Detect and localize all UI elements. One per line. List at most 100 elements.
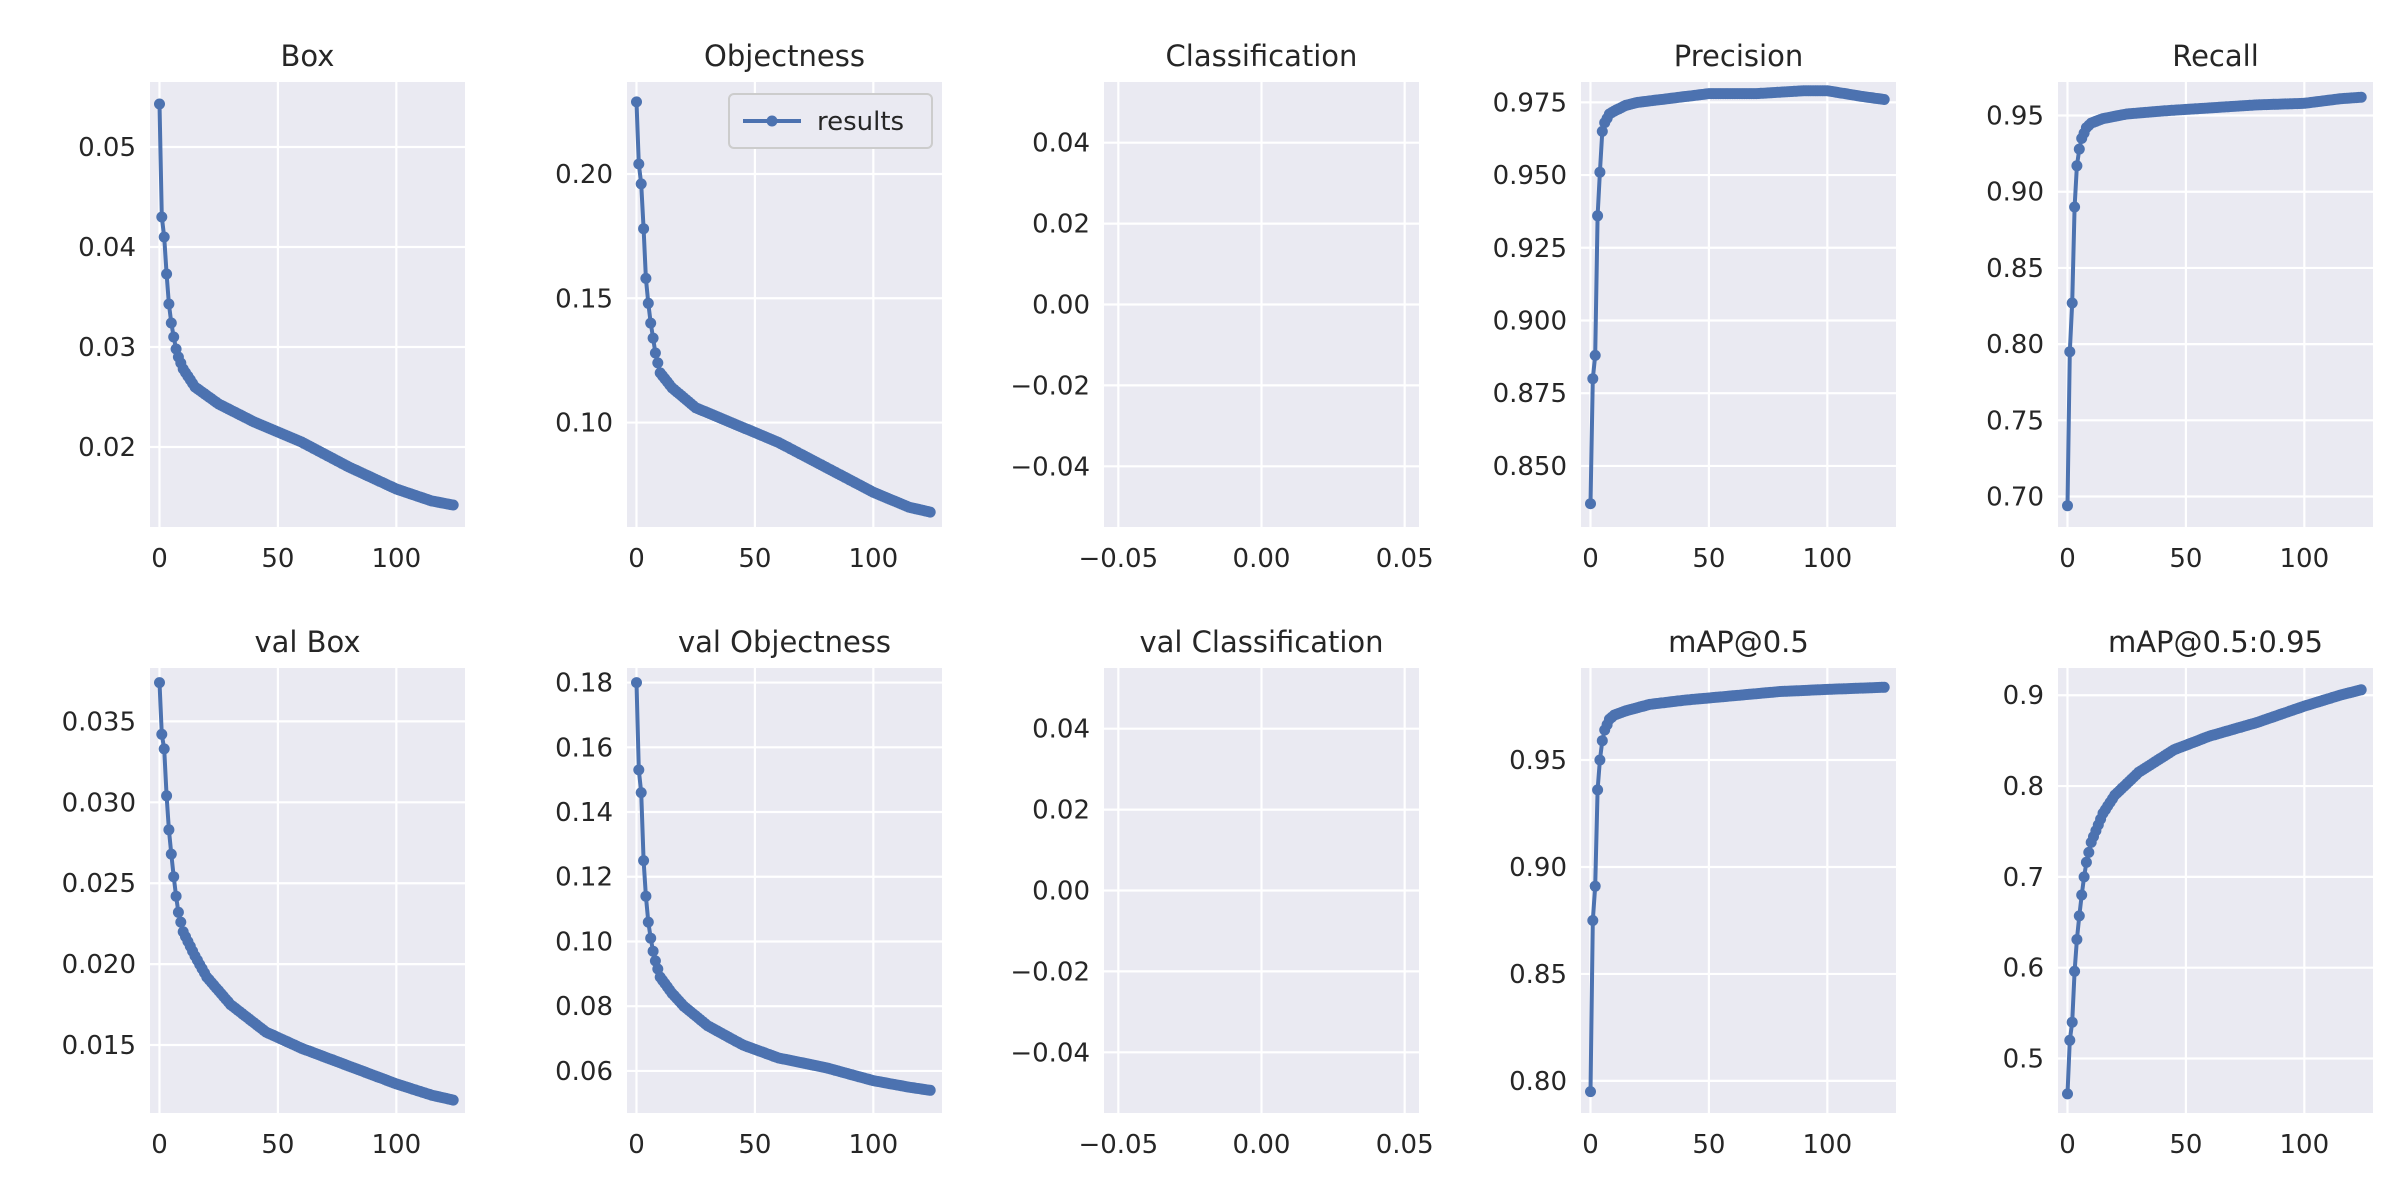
x-tick-label: −0.05: [1078, 1130, 1158, 1160]
x-tick-label: 0: [1582, 544, 1599, 574]
x-tick-label: 100: [2279, 1130, 2329, 1160]
x-tick-label: 0: [151, 544, 168, 574]
data-point: [2062, 500, 2073, 512]
x-tick-label: 50: [1692, 544, 1725, 574]
subplot-title: Objectness: [704, 39, 865, 73]
subplot-3: −0.05 0.00 0.05 −0.04 −0.02 0.00 0.02 0.04 Class…: [1010, 39, 1433, 574]
x-tick-label: 50: [261, 544, 294, 574]
y-tick-label: 0.02: [78, 433, 136, 463]
data-point: [1589, 349, 1601, 361]
subplot-title: val Objectness: [678, 625, 891, 659]
legend: results: [728, 93, 933, 149]
data-point: [645, 317, 657, 329]
x-tick-label: 100: [1802, 544, 1852, 574]
data-point: [640, 890, 652, 902]
subplot-title: Precision: [1674, 39, 1803, 73]
data-point: [1594, 166, 1606, 178]
data-point: [2062, 1088, 2073, 1100]
data-point: [2355, 684, 2367, 696]
subplot-title: val Box: [254, 625, 360, 659]
subplot-1: 0 50 100 0.02 0.03 0.04 0.05 Box: [78, 39, 465, 574]
y-tick-label: 0.020: [62, 950, 136, 980]
data-point: [1585, 498, 1596, 510]
data-point: [1585, 1086, 1596, 1098]
plot-area: [150, 668, 465, 1113]
data-point: [631, 96, 642, 108]
y-tick-label: 0.035: [62, 707, 136, 737]
x-tick-label: 100: [371, 544, 421, 574]
x-tick-label: 100: [371, 1130, 421, 1160]
y-tick-label: 0.80: [1986, 330, 2044, 360]
data-point: [2064, 1034, 2076, 1046]
data-point: [2083, 846, 2095, 858]
data-point: [2069, 201, 2081, 213]
data-point: [161, 268, 173, 280]
subplot-title: Classification: [1166, 39, 1358, 73]
series-points: [1585, 681, 1890, 1098]
series-points: [2062, 684, 2367, 1100]
data-point: [2355, 91, 2367, 103]
series-points: [154, 98, 459, 511]
series-points: [631, 96, 936, 518]
data-point: [154, 98, 165, 110]
data-point: [649, 347, 661, 359]
data-point: [165, 848, 177, 860]
subplot-5: 0 50 100 0.70 0.75 0.80 0.85 0.90 0.95 Recall: [1986, 39, 2373, 574]
x-tick-label: 50: [2169, 544, 2202, 574]
subplot-10: 0 50 100 0.5 0.6 0.7 0.8 0.9 mAP@0.5:0.95: [2003, 625, 2373, 1160]
x-tick-label: 100: [2279, 544, 2329, 574]
x-tick-label: 0.00: [1233, 1130, 1291, 1160]
plot-area: [1581, 82, 1896, 527]
x-tick-label: 0.05: [1376, 544, 1434, 574]
subplot-title: mAP@0.5:0.95: [2108, 625, 2323, 659]
data-point: [2076, 889, 2088, 901]
y-tick-label: 0.02: [1032, 210, 1090, 240]
data-point: [635, 787, 647, 799]
y-tick-label: 0.05: [78, 133, 136, 163]
data-point: [1596, 125, 1608, 137]
y-tick-label: 0.18: [555, 669, 613, 699]
x-tick-label: 100: [848, 544, 898, 574]
subplot-title: mAP@0.5: [1668, 625, 1809, 659]
x-tick-label: 50: [738, 1130, 771, 1160]
subplot-8: −0.05 0.00 0.05 −0.04 −0.02 0.00 0.02 0.04 val C…: [1010, 625, 1433, 1160]
y-tick-label: 0.04: [78, 233, 136, 263]
subplot-title: Box: [281, 39, 335, 73]
x-tick-label: 50: [1692, 1130, 1725, 1160]
y-tick-label: −0.02: [1010, 371, 1090, 401]
y-tick-label: 0.03: [78, 333, 136, 363]
data-point: [158, 231, 170, 243]
y-tick-label: 0.95: [1509, 746, 1567, 776]
legend-marker: [766, 115, 778, 127]
plot-area: [627, 668, 942, 1113]
plot-area: [627, 82, 942, 527]
x-tick-label: 0: [1582, 1130, 1599, 1160]
y-tick-label: −0.02: [1010, 957, 1090, 987]
x-tick-label: 0: [628, 544, 645, 574]
y-tick-label: 0.00: [1032, 291, 1090, 321]
series-points: [631, 677, 936, 1096]
y-tick-label: 0.06: [555, 1057, 613, 1087]
y-tick-label: 0.75: [1986, 406, 2044, 436]
x-tick-label: −0.05: [1078, 544, 1158, 574]
data-point: [1587, 915, 1599, 926]
y-tick-label: 0.85: [1509, 960, 1567, 990]
data-point: [924, 506, 936, 518]
y-tick-label: 0.875: [1493, 379, 1567, 409]
data-point: [633, 764, 645, 776]
data-point: [2069, 965, 2081, 977]
subplot-7: 0 50 100 0.06 0.08 0.10 0.12 0.14 0.16 0.18 val Ob…: [555, 625, 942, 1160]
data-point: [2080, 856, 2092, 868]
x-tick-label: 0: [2059, 544, 2076, 574]
series-points: [2062, 91, 2367, 512]
y-tick-label: 0.975: [1493, 88, 1567, 118]
data-point: [645, 932, 657, 944]
data-point: [638, 855, 650, 867]
y-tick-label: 0.95: [1986, 102, 2044, 132]
legend-label: results: [817, 107, 904, 137]
subplot-title: Recall: [2172, 39, 2259, 73]
data-point: [1878, 94, 1890, 105]
y-tick-label: 0.20: [555, 160, 613, 190]
data-point: [2078, 871, 2090, 883]
